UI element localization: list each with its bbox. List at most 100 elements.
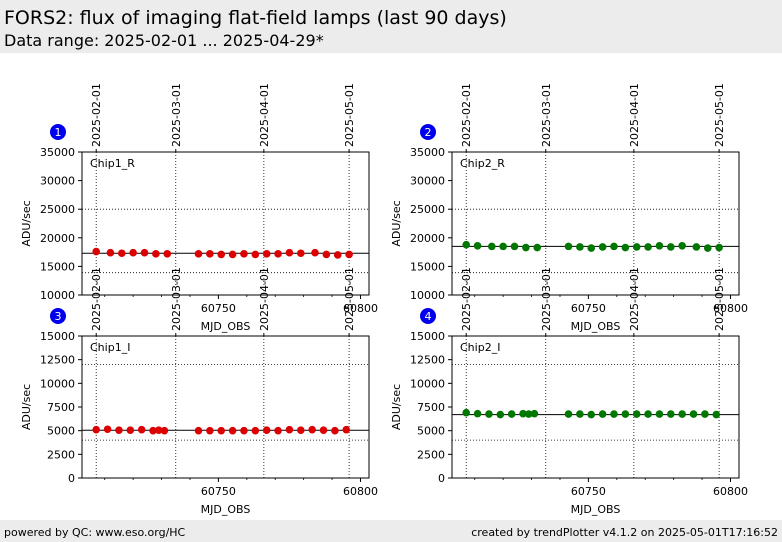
- panel2-data-point: [610, 242, 618, 251]
- panel3-data-point: [251, 426, 260, 435]
- panel2-data-point: [587, 244, 596, 252]
- panel2-data-point: [473, 242, 482, 250]
- panel2-frame: [451, 151, 740, 296]
- panel1-date-tick-label: 2025-03-01: [170, 83, 183, 147]
- panel2-data-point: [499, 242, 507, 251]
- panel2-data-point: [533, 243, 542, 252]
- panel2-data-point: [621, 243, 630, 252]
- panel2-y-tick-label: 30000: [410, 175, 445, 188]
- panel2-date-tick-label: 2025-05-01: [713, 83, 726, 147]
- panel2-data-point: [678, 242, 686, 250]
- panel4-data-point: [678, 410, 686, 418]
- panel4-date-tick-label: 2025-05-01: [713, 267, 726, 331]
- panel1-y-tick-label: 20000: [40, 232, 75, 245]
- panel4-data-point: [587, 410, 596, 419]
- panel2-data-point: [715, 243, 723, 252]
- panel2-y-axis-label: ADU/sec: [390, 200, 403, 246]
- panel3-data-point: [103, 425, 112, 434]
- panel4-y-tick-label: 15000: [410, 330, 445, 343]
- panel1-data-point: [129, 248, 137, 257]
- panel4-number-badge: [420, 308, 436, 324]
- panel2-y-tick-label: 25000: [410, 203, 445, 216]
- panel4-y-tick-label: 0: [438, 472, 445, 485]
- panel1-y-tick-label: 35000: [40, 146, 75, 159]
- panel2-data-point: [462, 240, 471, 249]
- panel1-data-point: [311, 248, 319, 257]
- panel2-data-point: [564, 242, 573, 251]
- panel4-data-point: [530, 409, 539, 418]
- panel3-data-point: [342, 425, 351, 434]
- panel3-data-point: [149, 426, 157, 435]
- panel1-frame: [81, 151, 370, 296]
- panel4-data-point: [485, 410, 493, 418]
- panel4-data-point: [598, 410, 607, 418]
- panel4-data-point: [610, 410, 618, 418]
- panel2-data-point: [632, 243, 641, 251]
- panel4-data-point: [462, 408, 471, 417]
- panel1-data-point: [297, 249, 305, 258]
- panel1-data-point: [251, 250, 260, 259]
- panel3-chip-label: Chip1_I: [90, 341, 130, 354]
- panel1-number-badge: [50, 124, 66, 140]
- panel3-date-tick-label: 2025-02-01: [90, 267, 103, 331]
- footer-created: created by trendPlotter v4.1.2 on 2025-0…: [471, 526, 778, 539]
- panel1-data-point: [240, 250, 248, 258]
- panel1-data-point: [152, 250, 160, 258]
- panel4-y-axis-label: ADU/sec: [390, 384, 403, 430]
- panel4-data-point: [667, 410, 675, 418]
- footer-credit: powered by QC: www.eso.org/HC: [4, 526, 186, 539]
- panel3-data-point: [297, 426, 305, 434]
- panel2-data-point: [703, 244, 712, 252]
- panel1-date-tick-label: 2025-05-01: [343, 83, 356, 147]
- panel3-data-point: [240, 426, 248, 435]
- panel1-data-point: [206, 250, 214, 258]
- panel4-data-point: [712, 410, 721, 419]
- panel4-data-point: [576, 410, 584, 418]
- panel3-date-tick-label: 2025-04-01: [258, 267, 271, 331]
- panel3-data-point: [262, 426, 271, 434]
- panel3-x-axis-label: MJD_OBS: [201, 503, 251, 516]
- panel4-data-point: [644, 410, 652, 418]
- panel1-chip-label: Chip1_R: [90, 157, 135, 170]
- panel1-x-tick-label: 60750: [201, 302, 236, 315]
- panel3-data-point: [331, 426, 339, 435]
- panel4-x-tick-label: 60800: [713, 485, 748, 498]
- panel1-date-tick-label: 2025-02-01: [90, 83, 103, 147]
- panel3-data-point: [154, 426, 163, 434]
- panel4-data-point: [632, 410, 641, 418]
- panel4-data-point: [701, 410, 709, 418]
- panel3-number-badge: [50, 308, 66, 324]
- panel2-x-tick-label: 60750: [571, 302, 606, 315]
- panel1-data-point: [194, 250, 203, 258]
- panel1-y-tick-label: 15000: [40, 260, 75, 273]
- panel2-y-tick-label: 10000: [410, 289, 445, 302]
- panel1-data-point: [106, 248, 115, 257]
- panel3-data-point: [126, 426, 135, 434]
- panel3-y-tick-label: 12500: [40, 354, 75, 367]
- panel1-date-tick-label: 2025-04-01: [258, 83, 271, 147]
- panel3-y-tick-label: 7500: [47, 401, 75, 414]
- panel1-data-point: [285, 248, 294, 257]
- panel3-data-point: [285, 425, 294, 434]
- panel3-y-tick-label: 5000: [47, 425, 75, 438]
- panel4-y-tick-label: 5000: [417, 425, 445, 438]
- panel3-data-point: [194, 426, 203, 435]
- panel1-data-point: [333, 251, 342, 259]
- panel1-y-tick-label: 25000: [40, 203, 75, 216]
- panel2-data-point: [522, 243, 530, 252]
- panel3-frame: [81, 335, 370, 479]
- panel4-y-tick-label: 7500: [417, 401, 445, 414]
- panel2-data-point: [576, 243, 584, 251]
- panel2-number-label: 2: [425, 126, 432, 139]
- panel3-data-point: [274, 426, 282, 435]
- panel3-y-tick-label: 0: [68, 472, 75, 485]
- panel4-number-label: 4: [425, 310, 432, 323]
- panel3-data-point: [160, 426, 169, 435]
- panel3-data-point: [206, 426, 214, 435]
- panel3-date-tick-label: 2025-03-01: [170, 267, 183, 331]
- panel2-date-tick-label: 2025-03-01: [540, 83, 553, 147]
- panel1-data-point: [163, 250, 172, 258]
- panel4-data-point: [524, 410, 533, 418]
- panel1-x-tick-label: 60800: [343, 302, 378, 315]
- panel4-y-tick-label: 2500: [417, 448, 445, 461]
